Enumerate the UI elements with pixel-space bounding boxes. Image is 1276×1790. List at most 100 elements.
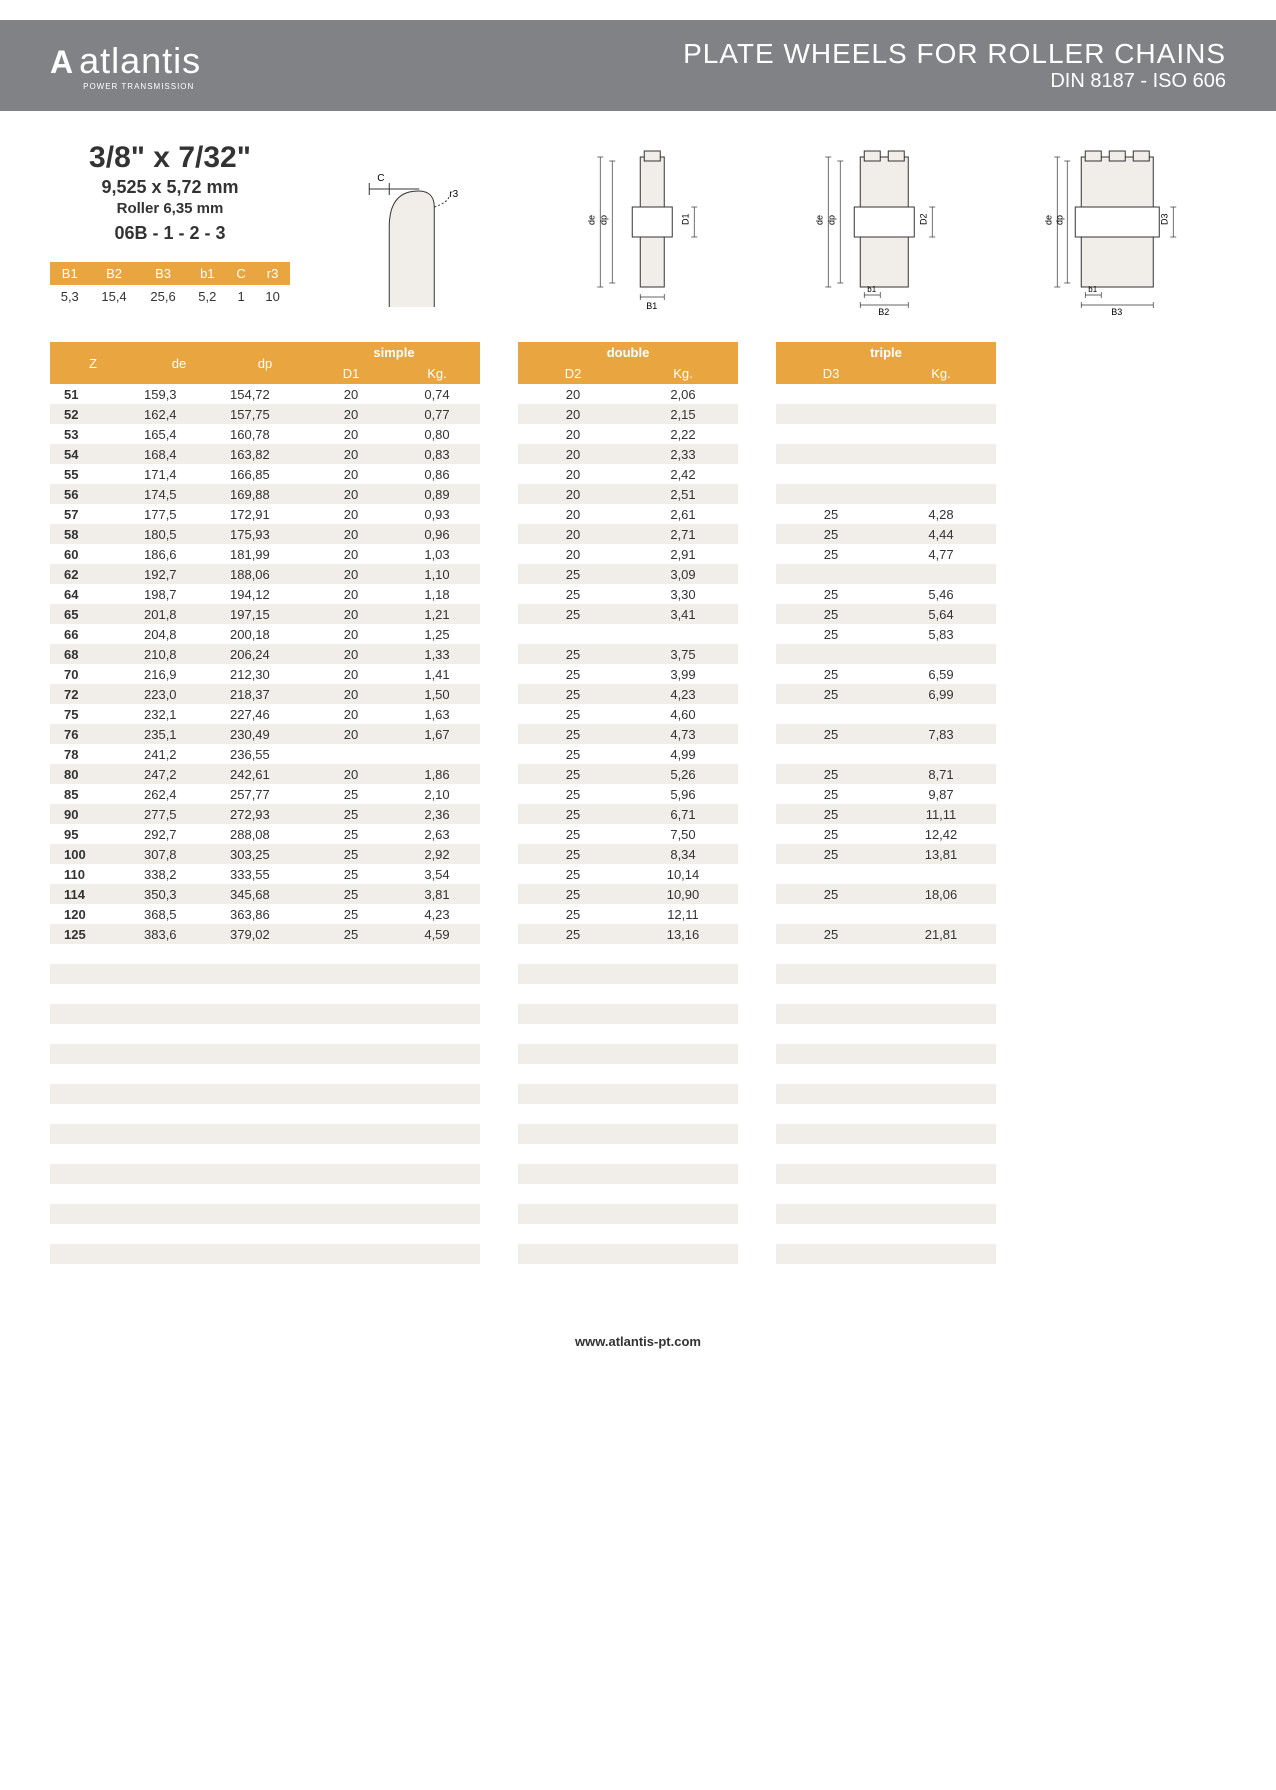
table-cell: 25 — [518, 564, 628, 584]
table-cell — [308, 1244, 394, 1264]
table-cell: 2,92 — [394, 844, 480, 864]
table-row: 255,83 — [776, 624, 996, 644]
logo-mark: A — [50, 44, 71, 81]
table-cell — [886, 704, 996, 724]
table-row — [776, 1124, 996, 1144]
table-row — [50, 1064, 480, 1084]
table-cell — [308, 1124, 394, 1144]
diagram-single: de dp D1 B1 — [543, 147, 762, 322]
table-cell: 20 — [308, 464, 394, 484]
table-cell — [886, 744, 996, 764]
table-cell: 4,23 — [628, 684, 738, 704]
table-cell: 20 — [308, 584, 394, 604]
table-row — [50, 1144, 480, 1164]
table-cell: 288,08 — [222, 824, 308, 844]
table-cell — [518, 1104, 628, 1124]
table-cell — [886, 944, 996, 964]
table-cell: 1,41 — [394, 664, 480, 684]
table-cell: 1,63 — [394, 704, 480, 724]
table-cell: 11,11 — [886, 804, 996, 824]
table-cell — [886, 1004, 996, 1024]
table-cell: 272,93 — [222, 804, 308, 824]
table-row: 202,51 — [518, 484, 738, 504]
table-cell: 5,26 — [628, 764, 738, 784]
table-row: 60186,6181,99201,03 — [50, 544, 480, 564]
table-cell: 257,77 — [222, 784, 308, 804]
table-cell: 5,96 — [628, 784, 738, 804]
table-cell: 277,5 — [136, 804, 222, 824]
table-row: 51159,3154,72200,74 — [50, 384, 480, 404]
table-cell — [394, 744, 480, 764]
table-cell: 188,06 — [222, 564, 308, 584]
table-row — [518, 944, 738, 964]
table-cell: 25 — [518, 664, 628, 684]
table-cell — [394, 944, 480, 964]
table-cell — [222, 964, 308, 984]
table-cell — [628, 1004, 738, 1024]
table-cell — [776, 1144, 886, 1164]
table-row — [50, 1224, 480, 1244]
table-cell: 3,30 — [628, 584, 738, 604]
main-table-wrap: Z de dp simple D1 Kg. 51159,3154,72200,7… — [50, 342, 1226, 1284]
table-row: 75232,1227,46201,63 — [50, 704, 480, 724]
table-cell: 212,30 — [222, 664, 308, 684]
table-row: 202,06 — [518, 384, 738, 404]
table-cell — [518, 1204, 628, 1224]
page-title: PLATE WHEELS FOR ROLLER CHAINS — [683, 38, 1226, 70]
table-cell: 2,10 — [394, 784, 480, 804]
table-row: 2521,81 — [776, 924, 996, 944]
table-row — [776, 404, 996, 424]
table-cell — [886, 1164, 996, 1184]
table-row: 254,28 — [776, 504, 996, 524]
table-cell — [136, 1044, 222, 1064]
table-cell — [776, 744, 886, 764]
table-cell: 307,8 — [136, 844, 222, 864]
table-cell: 60 — [50, 544, 136, 564]
param-value: 5,2 — [188, 285, 228, 308]
table-row — [50, 964, 480, 984]
table-cell: 25 — [518, 724, 628, 744]
logo: A atlantis POWER TRANSMISSION — [50, 40, 201, 91]
table-cell: 379,02 — [222, 924, 308, 944]
th-kg1: Kg. — [394, 363, 480, 384]
table-row — [776, 964, 996, 984]
table-row: 202,33 — [518, 444, 738, 464]
table-row — [776, 1004, 996, 1024]
diagrams: C r3 d — [310, 141, 1226, 322]
table-cell — [776, 444, 886, 464]
table-row: 66204,8200,18201,25 — [50, 624, 480, 644]
table-row — [776, 644, 996, 664]
table-row: 2510,14 — [518, 864, 738, 884]
table-cell: 62 — [50, 564, 136, 584]
table-cell: 56 — [50, 484, 136, 504]
table-row: 254,77 — [776, 544, 996, 564]
table-cell: 200,18 — [222, 624, 308, 644]
diagram-triple: de dp D3 b1 B3 — [1008, 147, 1227, 322]
table-cell: 236,55 — [222, 744, 308, 764]
table-cell — [222, 944, 308, 964]
table-row — [776, 1184, 996, 1204]
label-b3-cap: B3 — [1111, 307, 1122, 317]
table-cell: 166,85 — [222, 464, 308, 484]
table-cell: 383,6 — [136, 924, 222, 944]
table-cell: 177,5 — [136, 504, 222, 524]
table-cell: 25 — [518, 844, 628, 864]
table-row: 120368,5363,86254,23 — [50, 904, 480, 924]
table-cell: 247,2 — [136, 764, 222, 784]
table-row: 257,50 — [518, 824, 738, 844]
table-cell: 10,14 — [628, 864, 738, 884]
table-cell — [886, 1144, 996, 1164]
table-row: 255,26 — [518, 764, 738, 784]
table-cell: 120 — [50, 904, 136, 924]
table-cell: 216,9 — [136, 664, 222, 684]
table-cell — [886, 1084, 996, 1104]
table-cell — [222, 1044, 308, 1064]
table-row — [518, 1064, 738, 1084]
table-row: 259,87 — [776, 784, 996, 804]
th-d2: D2 — [518, 363, 628, 384]
main-table-left: Z de dp simple D1 Kg. 51159,3154,72200,7… — [50, 342, 480, 1284]
table-row: 254,73 — [518, 724, 738, 744]
table-cell: 218,37 — [222, 684, 308, 704]
table-cell: 20 — [308, 704, 394, 724]
table-row: 58180,5175,93200,96 — [50, 524, 480, 544]
